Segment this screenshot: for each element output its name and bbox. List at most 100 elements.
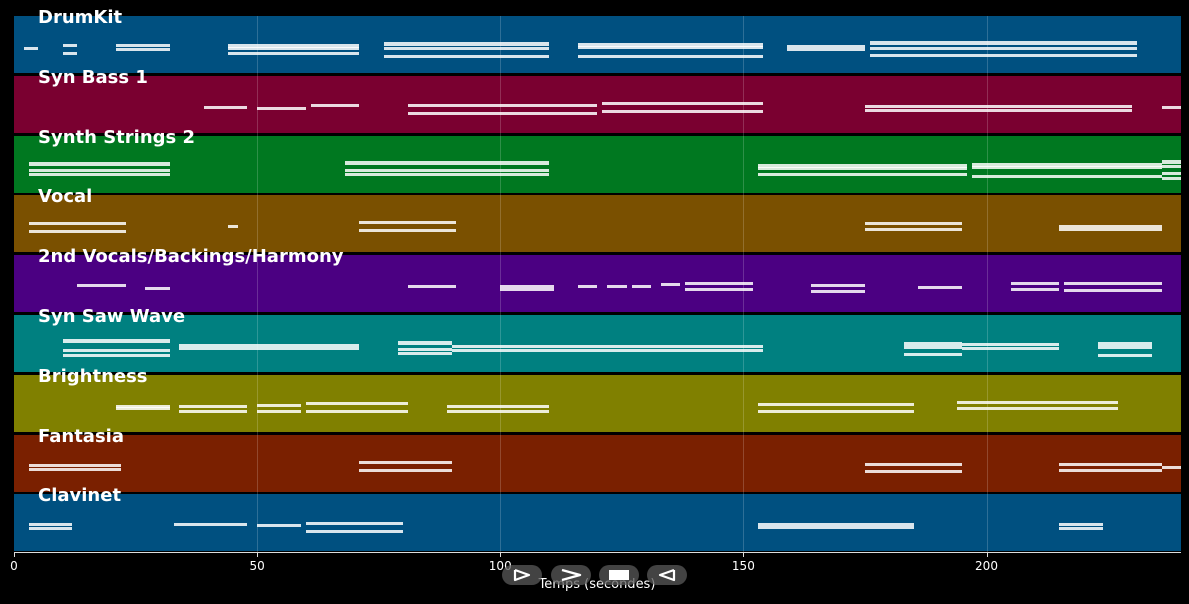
- note-cluster: [1161, 164, 1181, 168]
- note-cluster: [305, 522, 403, 526]
- track-band[interactable]: [14, 434, 1181, 492]
- note-cluster: [757, 172, 968, 176]
- x-tick-mark: [986, 552, 988, 557]
- x-tick-label: 200: [975, 559, 998, 573]
- note-cluster: [257, 403, 301, 407]
- track-band[interactable]: [14, 16, 1181, 73]
- note-cluster: [359, 229, 457, 233]
- stop-icon: [609, 570, 629, 580]
- note-cluster: [62, 339, 170, 343]
- note-cluster: [578, 55, 763, 58]
- note-cluster: [407, 111, 598, 115]
- play-button[interactable]: [502, 565, 542, 585]
- note-cluster: [864, 108, 1133, 112]
- note-cluster: [1010, 288, 1060, 292]
- note-cluster: [227, 47, 360, 50]
- note-cluster: [811, 290, 865, 294]
- note-cluster: [1059, 462, 1162, 466]
- note-cluster: [660, 283, 681, 287]
- note-cluster: [407, 103, 598, 107]
- note-cluster: [446, 409, 549, 413]
- note-cluster: [864, 462, 963, 466]
- note-cluster: [787, 45, 865, 48]
- note-cluster: [811, 284, 865, 288]
- note-cluster: [1059, 225, 1162, 229]
- note-cluster: [869, 41, 1138, 45]
- note-cluster: [1098, 346, 1152, 349]
- note-cluster: [179, 404, 248, 408]
- track-label: Syn Bass 1: [38, 66, 148, 88]
- note-cluster: [971, 162, 1162, 167]
- note-cluster: [602, 109, 763, 113]
- note-cluster: [227, 52, 360, 55]
- note-cluster: [903, 342, 963, 346]
- fast-forward-button[interactable]: [551, 565, 591, 585]
- track-band[interactable]: [14, 135, 1181, 193]
- track-band[interactable]: [14, 374, 1181, 432]
- note-cluster: [869, 54, 1138, 57]
- note-cluster: [864, 469, 963, 473]
- note-cluster: [257, 106, 306, 110]
- note-cluster: [77, 284, 126, 288]
- track-band[interactable]: [14, 195, 1181, 253]
- note-cluster: [864, 222, 963, 226]
- note-cluster: [398, 348, 452, 351]
- note-cluster: [359, 460, 452, 464]
- note-cluster: [116, 404, 170, 408]
- track-band[interactable]: [14, 75, 1181, 133]
- track-label: 2nd Vocals/Backings/Harmony: [38, 246, 344, 268]
- x-tick-mark: [257, 552, 259, 557]
- note-cluster: [179, 347, 360, 350]
- note-cluster: [1064, 282, 1162, 286]
- note-cluster: [685, 288, 754, 292]
- track-label: Synth Strings 2: [38, 126, 196, 148]
- note-cluster: [1059, 468, 1162, 472]
- note-cluster: [578, 43, 763, 47]
- note-cluster: [383, 47, 549, 50]
- note-cluster: [407, 285, 457, 289]
- note-cluster: [359, 468, 452, 472]
- note-cluster: [971, 165, 1162, 169]
- note-cluster: [451, 349, 763, 352]
- note-cluster: [203, 105, 248, 109]
- note-cluster: [344, 160, 549, 165]
- note-cluster: [28, 161, 170, 166]
- note-cluster: [869, 47, 1138, 50]
- note-cluster: [62, 349, 170, 352]
- note-cluster: [28, 463, 121, 467]
- note-cluster: [344, 168, 549, 172]
- note-cluster: [787, 48, 865, 51]
- note-cluster: [310, 103, 360, 107]
- note-cluster: [1010, 282, 1060, 286]
- note-cluster: [28, 168, 170, 172]
- note-cluster: [607, 285, 627, 289]
- note-cluster: [757, 402, 914, 406]
- note-cluster: [227, 225, 238, 229]
- note-cluster: [305, 530, 403, 534]
- note-cluster: [500, 288, 554, 292]
- x-tick-label: 150: [731, 559, 755, 573]
- note-cluster: [62, 354, 170, 357]
- note-cluster: [864, 228, 963, 232]
- x-tick-mark: [14, 552, 15, 557]
- rewind-button[interactable]: [647, 565, 687, 585]
- note-cluster: [257, 409, 301, 413]
- note-cluster: [578, 46, 763, 49]
- note-cluster: [28, 467, 121, 471]
- track-band[interactable]: [14, 494, 1181, 552]
- note-cluster: [179, 409, 248, 413]
- fast-forward-icon: [561, 568, 582, 582]
- note-cluster: [451, 345, 763, 348]
- track-band[interactable]: [14, 255, 1181, 313]
- note-cluster: [1059, 228, 1162, 232]
- note-cluster: [918, 286, 963, 290]
- note-cluster: [962, 343, 1060, 346]
- note-cluster: [962, 347, 1060, 350]
- stop-button[interactable]: [599, 565, 639, 585]
- track-band[interactable]: [14, 315, 1181, 372]
- track-label: Fantasia: [38, 425, 124, 447]
- note-cluster: [1098, 354, 1152, 357]
- note-cluster: [685, 282, 754, 286]
- note-cluster: [500, 285, 554, 289]
- track-label: Clavinet: [38, 485, 122, 507]
